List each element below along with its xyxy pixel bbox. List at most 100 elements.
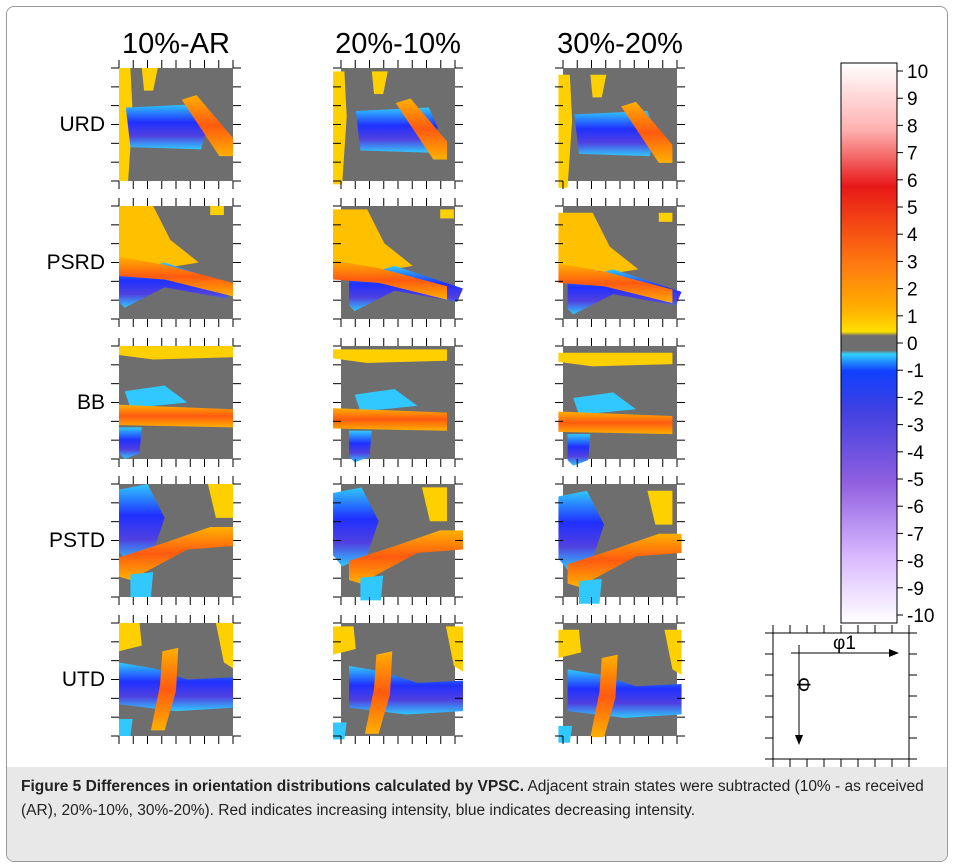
- texture-region: [124, 385, 188, 409]
- texture-region: [141, 68, 158, 91]
- texture-region: [119, 623, 142, 652]
- heatmap-panel: [333, 68, 455, 185]
- column-header: 30%-20%: [557, 28, 683, 60]
- texture-region: [333, 349, 448, 363]
- panel-texture: [119, 68, 233, 181]
- colorbar-tick-label: -1: [907, 361, 924, 382]
- texture-region: [558, 212, 639, 275]
- texture-region: [395, 98, 448, 160]
- texture-region: [119, 404, 233, 428]
- panel-texture: [333, 71, 448, 185]
- texture-region: [558, 74, 573, 188]
- colorbar-tick-label: -5: [907, 470, 924, 491]
- texture-region: [119, 346, 233, 360]
- colorbar-tick-label: 6: [907, 171, 918, 192]
- texture-region: [333, 71, 347, 185]
- heatmap-panel: [119, 484, 233, 597]
- texture-region: [119, 427, 142, 459]
- colorbar-tick-label: 8: [907, 116, 918, 137]
- panel-texture: [119, 346, 233, 459]
- texture-region: [558, 352, 673, 367]
- texture-region: [658, 212, 673, 222]
- row-label: PSRD: [47, 251, 105, 274]
- texture-region: [215, 623, 233, 669]
- key-box: [772, 632, 910, 760]
- texture-region: [119, 526, 233, 581]
- caption: Figure 5 Differences in orientation dist…: [7, 767, 947, 861]
- colorbar-tick-label: -7: [907, 524, 924, 545]
- colorbar-tick-label: 2: [907, 280, 918, 301]
- texture-region: [333, 408, 448, 431]
- colorbar-tick-label: 1: [907, 307, 918, 328]
- texture-region: [333, 487, 379, 567]
- texture-region: [558, 411, 673, 435]
- figure: 10%-AR 20%-10% 30%-20%URDPSRDBBPSTDUTD1098…: [47, 28, 934, 767]
- texture-region: [119, 256, 233, 297]
- heatmap-panel: [333, 206, 463, 319]
- texture-region: [664, 629, 682, 675]
- texture-region: [119, 206, 199, 269]
- texture-region: [621, 101, 673, 163]
- texture-region: [647, 490, 673, 525]
- heatmap-panel: [119, 623, 233, 736]
- heatmap-panel: [119, 68, 233, 181]
- colorbar-tick-label: -9: [907, 579, 924, 600]
- colorbar-tick-label: 3: [907, 252, 918, 273]
- figure-frame: 10%-AR 20%-10% 30%-20% URD PSRD BB PSTD UTD 10 9 8…: [6, 6, 948, 862]
- colorbar-tick-label: -10: [907, 606, 934, 627]
- texture-region: [558, 263, 673, 304]
- panel-texture: [558, 352, 673, 466]
- heatmap-panel: [558, 68, 677, 188]
- caption-label: Figure 5: [21, 778, 82, 795]
- panel-texture: [333, 349, 448, 463]
- colorbar-tick-label: -3: [907, 416, 924, 437]
- texture-region: [354, 388, 418, 412]
- row-label: PSTD: [49, 529, 105, 552]
- panel-texture: [333, 487, 463, 601]
- texture-region: [181, 95, 233, 157]
- texture-region: [558, 629, 582, 659]
- texture-region: [440, 209, 454, 219]
- colorbar-tick-label: -2: [907, 388, 924, 409]
- texture-region: [130, 572, 154, 597]
- texture-region: [348, 430, 372, 463]
- panel-texture: [558, 74, 673, 188]
- heatmap-panel: [558, 623, 682, 743]
- row-label: UTD: [62, 668, 105, 691]
- heatmap-panel: [119, 346, 233, 459]
- texture-region: [150, 647, 179, 731]
- texture-region: [421, 487, 448, 522]
- key-arrowhead: [795, 735, 803, 745]
- panel-texture: [119, 484, 233, 597]
- texture-region: [567, 434, 591, 466]
- caption-title: Differences in orientation distributions…: [85, 778, 524, 795]
- texture-region: [119, 68, 133, 181]
- key-y-label: Φ: [792, 677, 813, 692]
- heatmap-panel: [119, 206, 233, 319]
- panel-texture: [558, 212, 682, 315]
- colorbar-tick-label: 9: [907, 89, 918, 110]
- texture-region: [119, 484, 165, 564]
- texture-region: [567, 533, 682, 587]
- colorbar: [840, 62, 898, 624]
- heatmap-panel: [333, 346, 455, 463]
- heatmap-panel: [558, 484, 682, 604]
- colorbar-tick-label: -8: [907, 552, 924, 573]
- texture-region: [119, 719, 133, 736]
- texture-region: [360, 575, 384, 601]
- colorbar-tick-label: 10: [907, 62, 928, 83]
- panel-texture: [558, 629, 682, 743]
- panel-texture: [333, 209, 463, 312]
- colorbar-tick-label: -6: [907, 497, 924, 518]
- heatmap-panel: [558, 206, 682, 319]
- colorbar-tick-label: 4: [907, 225, 918, 246]
- texture-region: [207, 484, 233, 518]
- texture-region: [210, 206, 224, 216]
- colorbar-tick-label: 7: [907, 144, 918, 165]
- caption-text: Adjacent strain states were subtracted (…: [21, 778, 924, 819]
- texture-region: [567, 669, 682, 718]
- texture-region: [364, 651, 393, 734]
- heatmap-panel: [333, 484, 463, 601]
- colorbar-tick-label: 5: [907, 198, 918, 219]
- heatmap-panel: [333, 623, 463, 740]
